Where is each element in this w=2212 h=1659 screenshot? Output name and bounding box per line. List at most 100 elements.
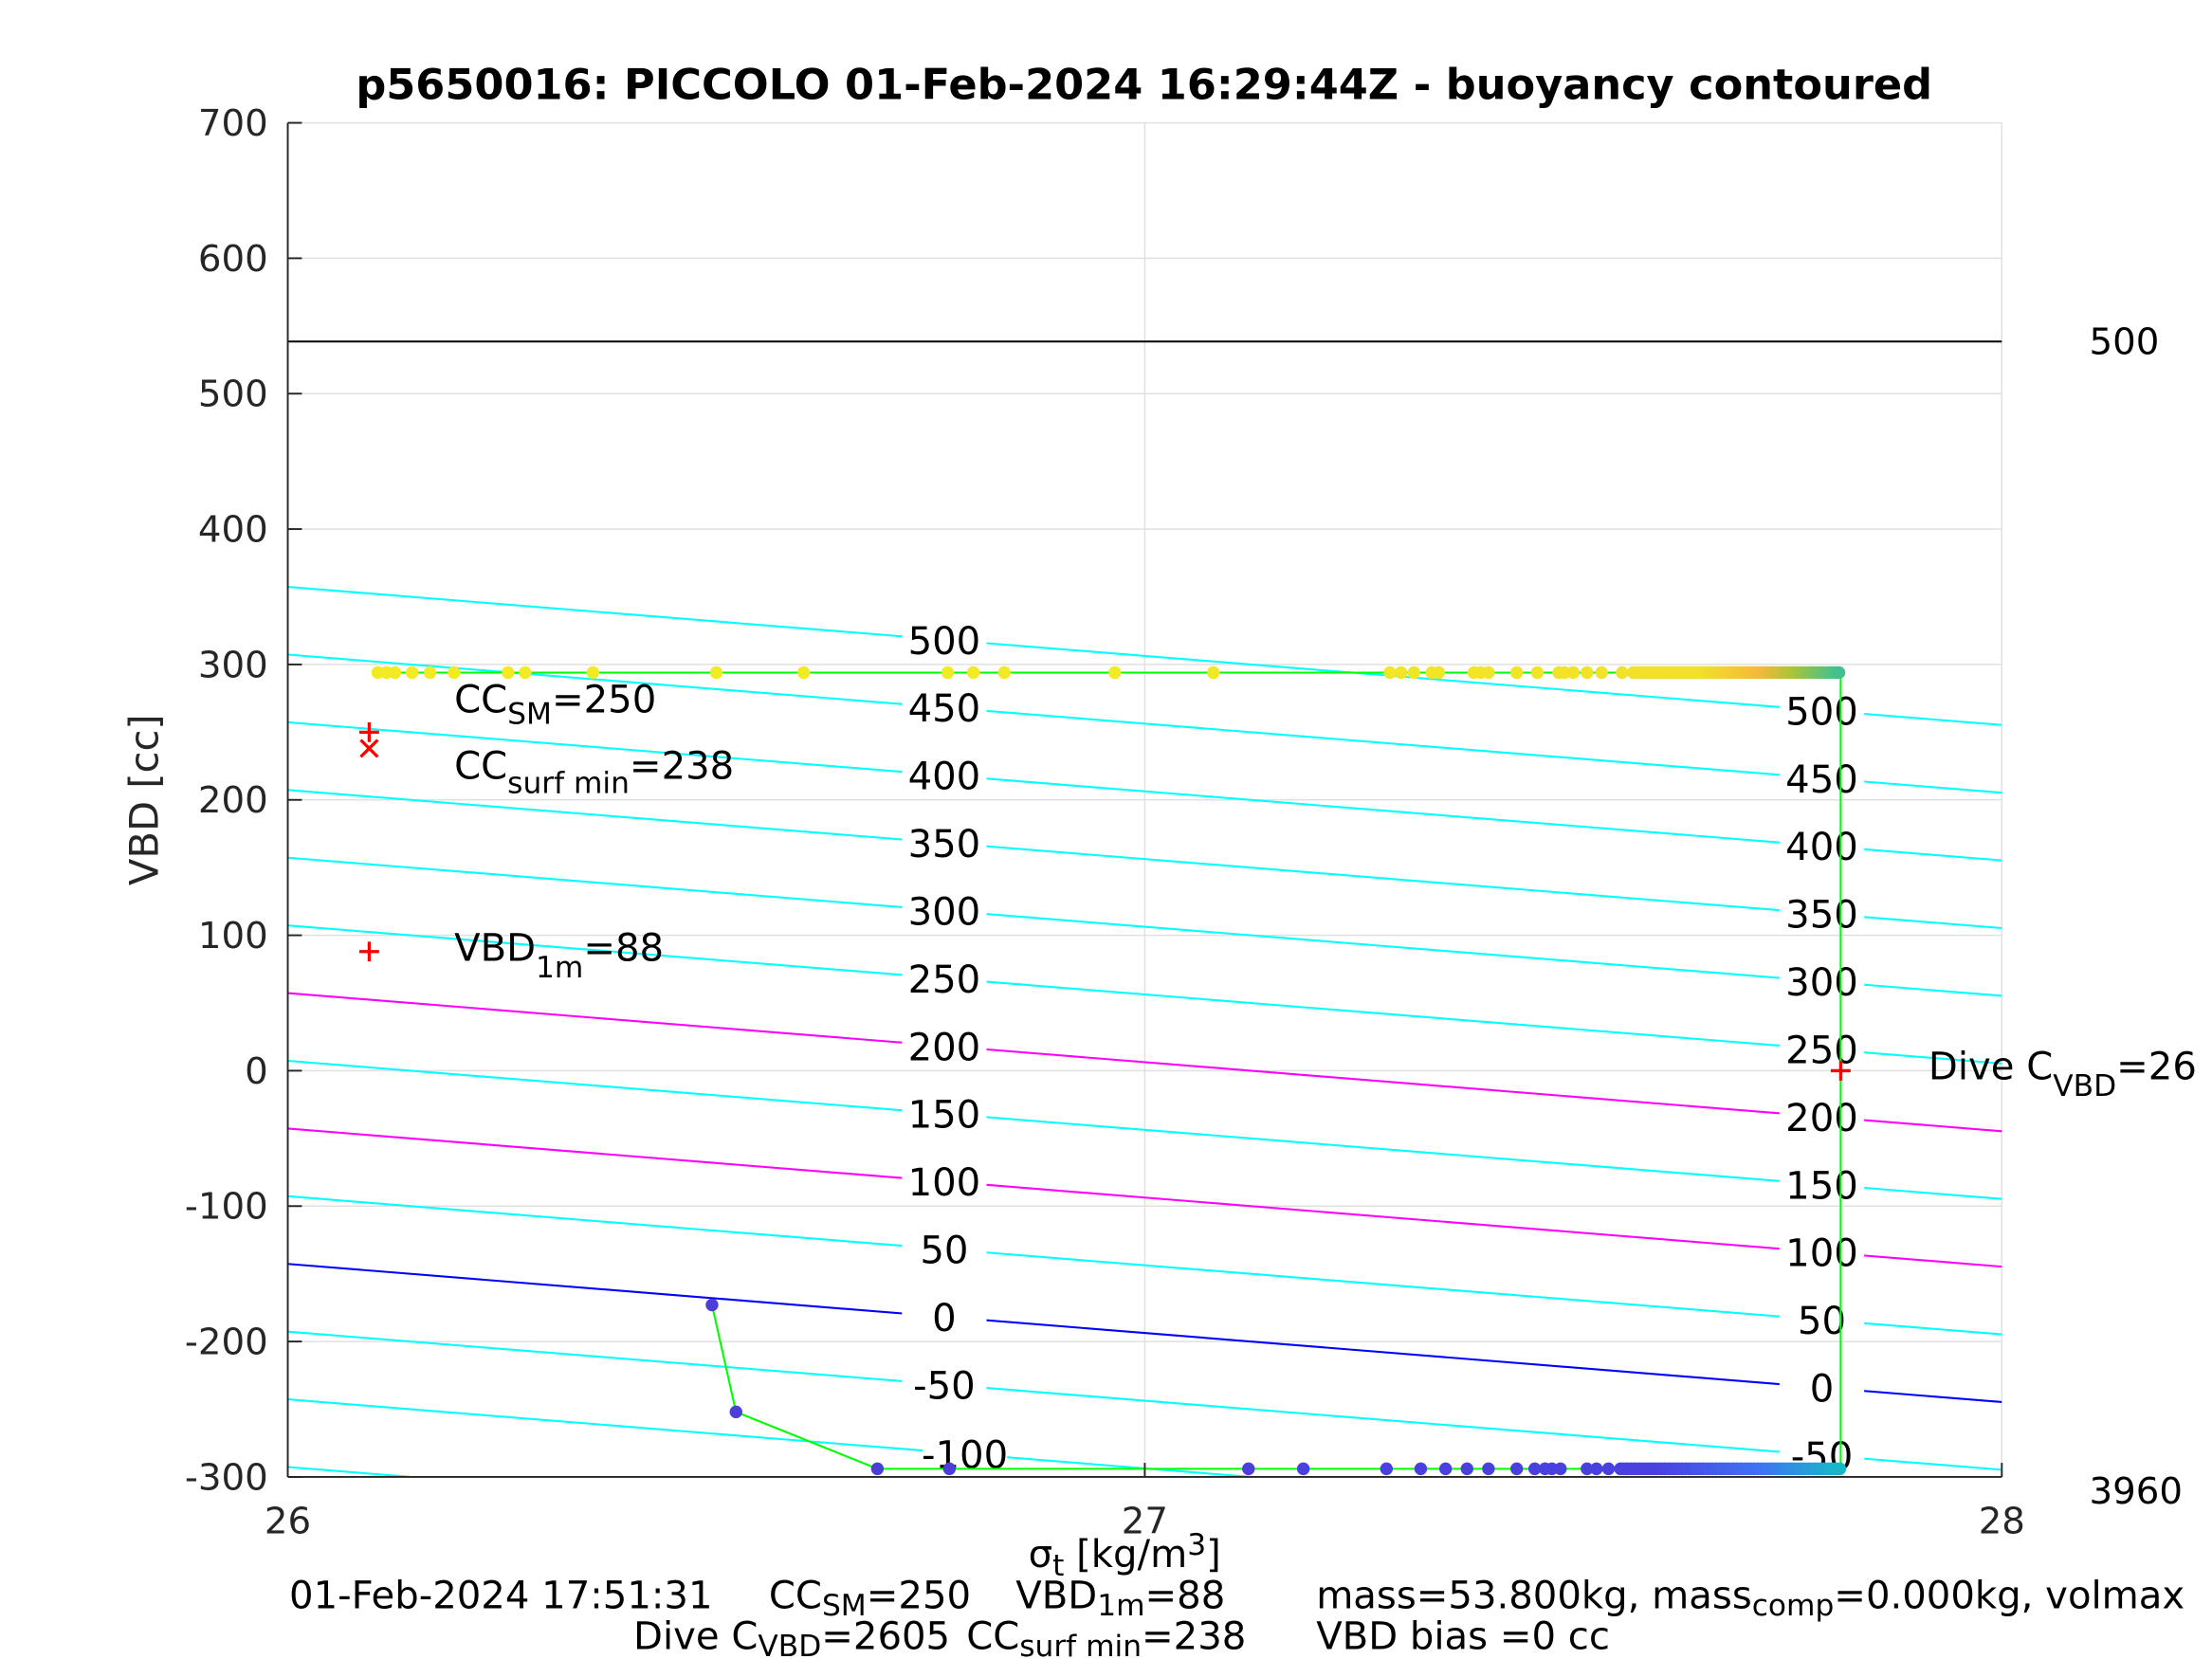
- contour-label-gap: [902, 752, 987, 795]
- data-point-bottom: [729, 1405, 742, 1419]
- data-point-top: [941, 665, 955, 680]
- contour-label-gap: [902, 956, 987, 998]
- contour-label: -100: [922, 1434, 1008, 1478]
- data-point-bottom: [870, 1462, 885, 1476]
- dive-c-vbd-marker: [1830, 1061, 1851, 1081]
- contour-label-gap: [1779, 1230, 1865, 1272]
- data-point-top: [1595, 665, 1608, 680]
- data-point-bottom: [1590, 1462, 1603, 1476]
- contour-line: [287, 992, 2002, 1133]
- contour-line: [287, 1194, 2002, 1336]
- y-tick-label: 0: [245, 1050, 268, 1093]
- x-tick-label: 27: [1122, 1500, 1168, 1542]
- footer-timestamp: 01-Feb-2024 17:51:31: [289, 1574, 712, 1617]
- data-point-top: [1566, 665, 1581, 680]
- contour-line: [287, 856, 2002, 997]
- data-point-top: [388, 665, 402, 680]
- data-point-bottom: [1527, 1462, 1542, 1476]
- contour-label: 450: [908, 687, 981, 731]
- annotation-vbd-1m: VBD1m=88: [454, 926, 664, 985]
- contour-label-gap: [1779, 1364, 1865, 1408]
- data-point-bottom: [705, 1298, 719, 1312]
- contour-label: 250: [1785, 1029, 1858, 1072]
- data-point-top: [1530, 665, 1545, 680]
- y-tick-label: 200: [198, 779, 268, 822]
- footer-vbd-1m: VBD1m=88: [1015, 1574, 1225, 1622]
- data-point-top: [1108, 665, 1122, 680]
- contour-label: 150: [908, 1094, 981, 1138]
- markers: [358, 721, 1851, 1081]
- y-tick-label: 400: [198, 508, 268, 551]
- contour-line: [287, 1059, 2002, 1200]
- contour-label-gap: [902, 820, 987, 863]
- data-point-bottom: [1581, 1462, 1594, 1476]
- cc-surf-min-marker: [359, 738, 379, 758]
- data-point-top: [1207, 665, 1220, 680]
- y-tick-label: 500: [198, 374, 268, 416]
- annotation-dive-c-vbd: Dive CVBD=26: [1929, 1045, 2197, 1103]
- data-point-bottom: [1833, 1462, 1847, 1476]
- contour-line: [287, 1127, 2002, 1268]
- data-point-top: [1383, 665, 1397, 680]
- y-tick-label: 300: [198, 644, 268, 686]
- data-point-top: [448, 665, 461, 680]
- contour-line: [287, 653, 2002, 794]
- data-point-top: [1482, 665, 1495, 680]
- x-tick-label: 26: [265, 1500, 311, 1542]
- contour-label-gap: [902, 684, 987, 728]
- contour-line: [287, 720, 2002, 862]
- contour-label: 100: [1785, 1232, 1858, 1276]
- data-point-top: [405, 665, 419, 680]
- contour-line: [287, 1263, 2002, 1403]
- y-tick-label: -100: [185, 1186, 268, 1229]
- footer-cc-surf-min: CCsurf min=238: [966, 1614, 1246, 1659]
- x-marker-b: [359, 738, 379, 758]
- contour-line: [287, 586, 2002, 726]
- contour-label: 450: [1785, 758, 1858, 802]
- contour-label: 100: [908, 1161, 981, 1205]
- contour-line: [287, 789, 2002, 930]
- contour-label-gap: [1779, 1094, 1865, 1137]
- y-tick-label: 100: [198, 915, 268, 957]
- data-point-top: [1616, 665, 1629, 680]
- contour-label-gap: [1779, 1026, 1865, 1069]
- contour-label: 200: [908, 1026, 981, 1069]
- contour-label: 300: [908, 890, 981, 934]
- reference-line-label: 500: [2090, 321, 2160, 364]
- data-point-bottom: [1438, 1462, 1453, 1476]
- annotation-cc-sm: CCSM=250: [454, 679, 656, 732]
- contour-label: 350: [1785, 894, 1858, 938]
- contour-line: [287, 924, 2002, 1065]
- data-point-bottom: [1460, 1462, 1473, 1476]
- x-axis-label: σt [kg/m3]: [1029, 1528, 1221, 1583]
- contour-label-gap: [922, 1431, 1008, 1474]
- data-point-top: [796, 665, 811, 680]
- contour-line: [287, 1330, 2002, 1471]
- y-tick-label: 700: [198, 102, 268, 145]
- contour-label: 400: [1785, 826, 1858, 869]
- data-point-top: [1510, 665, 1524, 680]
- contour-label-gap: [902, 1294, 987, 1337]
- data-point-bottom: [1554, 1462, 1567, 1476]
- data-point-top: [423, 665, 437, 680]
- bottom-right-label: 3960: [2090, 1470, 2183, 1513]
- data-point-bottom: [1242, 1462, 1255, 1476]
- data-point-top: [1832, 665, 1846, 680]
- cc-sm-marker: [358, 721, 379, 742]
- data-point-top: [966, 665, 980, 680]
- axes: [286, 121, 2003, 1478]
- y-tick-label: -300: [185, 1456, 268, 1499]
- data-point-top: [519, 665, 532, 680]
- contour-label: 50: [1798, 1300, 1846, 1343]
- contour-lines: [287, 586, 2002, 1477]
- x-tick-label: 28: [1979, 1500, 2025, 1542]
- contour-label-gap: [1779, 1161, 1865, 1205]
- contour-label: 300: [1785, 961, 1858, 1005]
- contour-label: 350: [908, 823, 981, 866]
- contour-label-gap: [902, 1226, 987, 1269]
- data-point-bottom: [942, 1462, 957, 1476]
- footer-mass: mass=53.800kg, masscomp=0.000kg, volmax: [1316, 1574, 2185, 1622]
- data-point-top: [1581, 665, 1594, 680]
- y-axis-label: VBD [cc]: [121, 714, 168, 885]
- contour-label: 200: [1785, 1097, 1858, 1140]
